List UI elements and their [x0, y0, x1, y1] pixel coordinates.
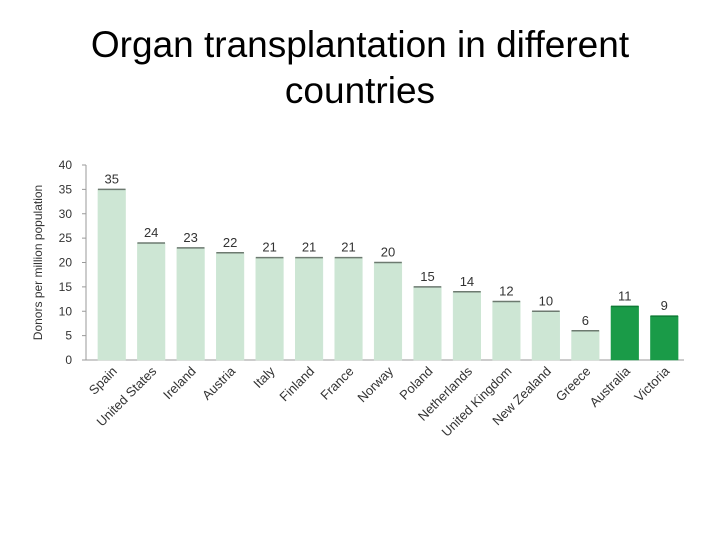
- bar-value-label: 21: [341, 240, 355, 255]
- y-tick-label: 35: [59, 182, 73, 196]
- bar-value-label: 21: [262, 240, 276, 255]
- y-tick-label: 40: [59, 158, 73, 172]
- bar: [610, 306, 639, 361]
- bar-value-label: 12: [499, 284, 513, 299]
- category-label: United Kingdom: [439, 364, 515, 440]
- category-label: Victoria: [631, 363, 673, 405]
- bar: [650, 315, 679, 361]
- bar-value-label: 10: [539, 293, 553, 308]
- title-line-2: countries: [284, 70, 436, 111]
- bar-value-label: 11: [618, 288, 632, 303]
- category-label: Norway: [354, 363, 396, 405]
- bar-value-label: 6: [582, 313, 589, 328]
- bar: [531, 311, 560, 361]
- category-label: Poland: [396, 364, 435, 403]
- bar: [176, 247, 205, 361]
- bar-value-label: 24: [144, 225, 158, 240]
- y-tick-label: 10: [59, 304, 73, 318]
- y-axis-title: Donors per million population: [31, 185, 45, 340]
- y-tick-label: 15: [59, 280, 73, 294]
- page-title: Organ transplantation in different count…: [0, 22, 720, 114]
- bar: [492, 301, 521, 361]
- bar-value-label: 23: [183, 230, 197, 245]
- category-label: Australia: [587, 363, 634, 410]
- category-label: Finland: [276, 364, 317, 405]
- y-tick-label: 5: [65, 329, 72, 343]
- category-label: Ireland: [160, 364, 199, 403]
- bar: [373, 262, 403, 361]
- bar: [334, 257, 363, 361]
- y-tick-label: 25: [59, 231, 73, 245]
- bar-value-label: 22: [223, 235, 237, 250]
- bar: [413, 286, 442, 361]
- category-label: Austria: [199, 363, 239, 403]
- bar-value-label: 20: [381, 245, 395, 260]
- bar-value-label: 14: [460, 274, 474, 289]
- category-label: France: [317, 364, 356, 403]
- bar: [216, 252, 245, 361]
- bar-value-label: 35: [104, 171, 118, 186]
- y-tick-label: 30: [59, 207, 73, 221]
- bar: [452, 291, 481, 361]
- bar: [137, 242, 166, 361]
- bar: [255, 257, 284, 361]
- category-label: Italy: [250, 363, 278, 391]
- y-tick-label: 0: [65, 353, 72, 367]
- y-tick-label: 20: [59, 256, 73, 270]
- bar-value-label: 15: [420, 269, 434, 284]
- category-label: Spain: [86, 364, 120, 398]
- title-line-1: Organ transplantation in different: [90, 24, 630, 65]
- bar: [571, 330, 600, 361]
- bar: [97, 189, 126, 361]
- bar: [295, 257, 324, 361]
- bar-value-label: 9: [661, 298, 668, 313]
- bar-value-label: 21: [302, 240, 316, 255]
